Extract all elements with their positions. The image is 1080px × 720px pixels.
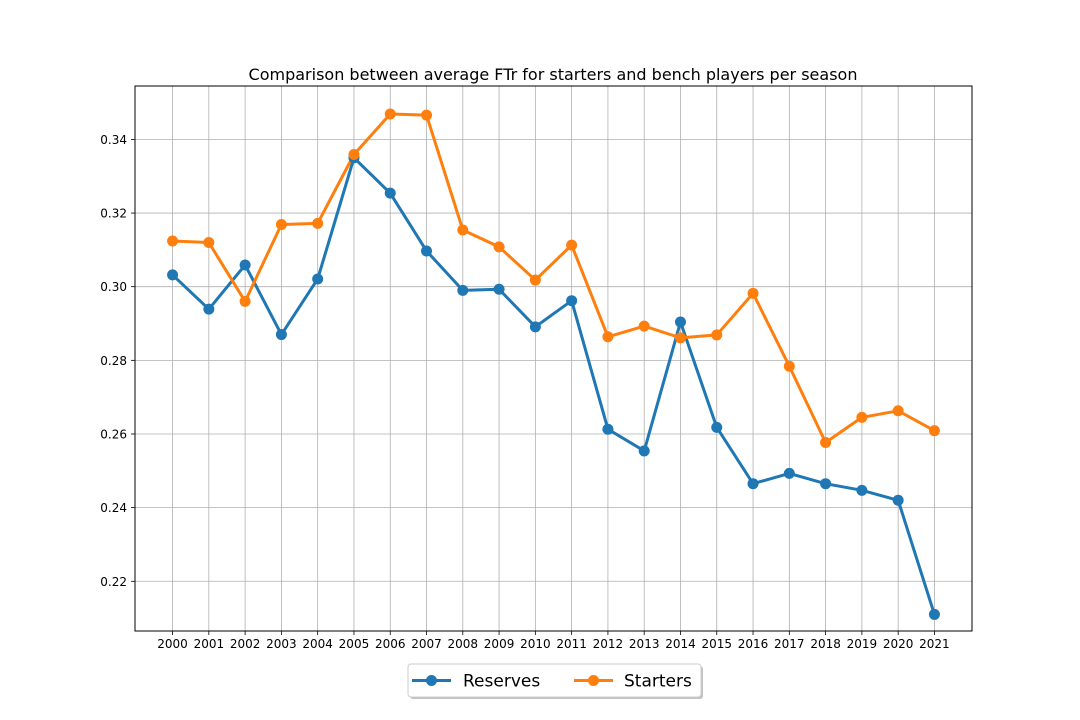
- data-point-starters: [928, 425, 940, 437]
- data-point-reserves: [566, 295, 578, 307]
- data-point-starters: [747, 287, 759, 299]
- data-point-starters: [711, 329, 723, 341]
- data-point-starters: [457, 224, 469, 236]
- x-tick-label: 2011: [556, 637, 587, 651]
- legend: Reserves Starters: [407, 663, 703, 699]
- y-tick-label: 0.30: [100, 280, 127, 294]
- data-point-reserves: [820, 478, 832, 490]
- x-tick-label: 2016: [738, 637, 769, 651]
- plot-frame: [134, 85, 973, 632]
- x-tick-label: 2002: [230, 637, 261, 651]
- x-tick-label: 2005: [339, 637, 370, 651]
- x-tick-label: 2010: [520, 637, 551, 651]
- x-tick-label: 2019: [847, 637, 878, 651]
- data-point-reserves: [602, 423, 614, 435]
- x-tick-label: 2003: [266, 637, 297, 651]
- data-point-reserves: [457, 284, 469, 296]
- x-tick-label: 2001: [194, 637, 225, 651]
- x-tick-label: 2007: [411, 637, 442, 651]
- x-tick-label: 2009: [484, 637, 515, 651]
- x-tick-label: 2004: [302, 637, 333, 651]
- data-point-reserves: [239, 259, 251, 271]
- x-tick-label: 2000: [157, 637, 188, 651]
- data-point-starters: [856, 411, 868, 423]
- y-tick-label: 0.32: [100, 207, 127, 221]
- data-point-starters: [820, 436, 832, 448]
- legend-box: [407, 663, 702, 698]
- data-point-starters: [529, 274, 541, 286]
- data-point-reserves: [638, 445, 650, 457]
- x-tick-label: 2015: [701, 637, 732, 651]
- x-tick-label: 2021: [919, 637, 950, 651]
- x-tick-label: 2008: [448, 637, 479, 651]
- data-point-reserves: [203, 303, 215, 315]
- legend-label-starters: Starters: [624, 672, 692, 692]
- data-point-reserves: [384, 187, 396, 199]
- data-point-starters: [674, 332, 686, 344]
- data-point-reserves: [529, 321, 541, 333]
- series-line-starters: [171, 112, 936, 444]
- data-point-reserves: [674, 316, 686, 328]
- x-tick-label: 2013: [629, 637, 660, 651]
- legend-marker-reserves: [426, 675, 437, 686]
- y-tick-label: 0.26: [100, 427, 127, 441]
- y-tick-label: 0.22: [100, 575, 127, 589]
- y-tick-label: 0.24: [100, 501, 127, 515]
- x-tick-label: 2012: [593, 637, 624, 651]
- data-point-starters: [167, 235, 179, 247]
- data-point-reserves: [783, 467, 795, 479]
- data-point-starters: [348, 148, 360, 160]
- data-point-starters: [638, 320, 650, 332]
- data-point-starters: [493, 241, 505, 253]
- data-point-starters: [783, 360, 795, 372]
- chart-title: Comparison between average FTr for start…: [249, 65, 858, 84]
- series-line-reserves: [171, 156, 936, 616]
- legend-marker-starters: [588, 675, 599, 686]
- data-point-starters: [892, 405, 904, 417]
- x-tick-label: 2017: [774, 637, 805, 651]
- data-point-reserves: [493, 283, 505, 295]
- x-tick-label: 2018: [810, 637, 841, 651]
- data-point-reserves: [856, 484, 868, 496]
- x-tick-label: 2014: [665, 637, 696, 651]
- data-point-reserves: [892, 494, 904, 506]
- y-tick-label: 0.34: [100, 133, 127, 147]
- grid-lines: [135, 86, 972, 631]
- data-point-starters: [421, 109, 433, 121]
- series-points: [167, 108, 940, 620]
- data-point-reserves: [928, 608, 940, 620]
- data-point-starters: [312, 217, 324, 229]
- y-tick-label: 0.28: [100, 354, 127, 368]
- data-point-starters: [602, 331, 614, 343]
- data-point-starters: [203, 237, 215, 248]
- data-point-reserves: [275, 329, 287, 341]
- data-point-starters: [275, 218, 287, 230]
- legend-label-reserves: Reserves: [463, 672, 540, 692]
- data-point-starters: [239, 295, 251, 307]
- data-point-reserves: [312, 273, 324, 285]
- data-point-starters: [566, 239, 578, 251]
- x-tick-label: 2006: [375, 637, 406, 651]
- data-point-reserves: [167, 269, 179, 281]
- data-point-reserves: [711, 421, 723, 433]
- data-point-reserves: [747, 478, 759, 490]
- data-point-starters: [384, 108, 396, 120]
- data-point-reserves: [421, 245, 433, 257]
- x-tick-label: 2020: [883, 637, 914, 651]
- x-axis: 2000 2001 2002 2003 2004 2005 2006 2007 2008 2009…: [157, 631, 950, 651]
- series-lines: [171, 112, 936, 616]
- y-axis: 0.22 0.24 0.26 0.28 0.30 0.32 0.34: [100, 133, 135, 589]
